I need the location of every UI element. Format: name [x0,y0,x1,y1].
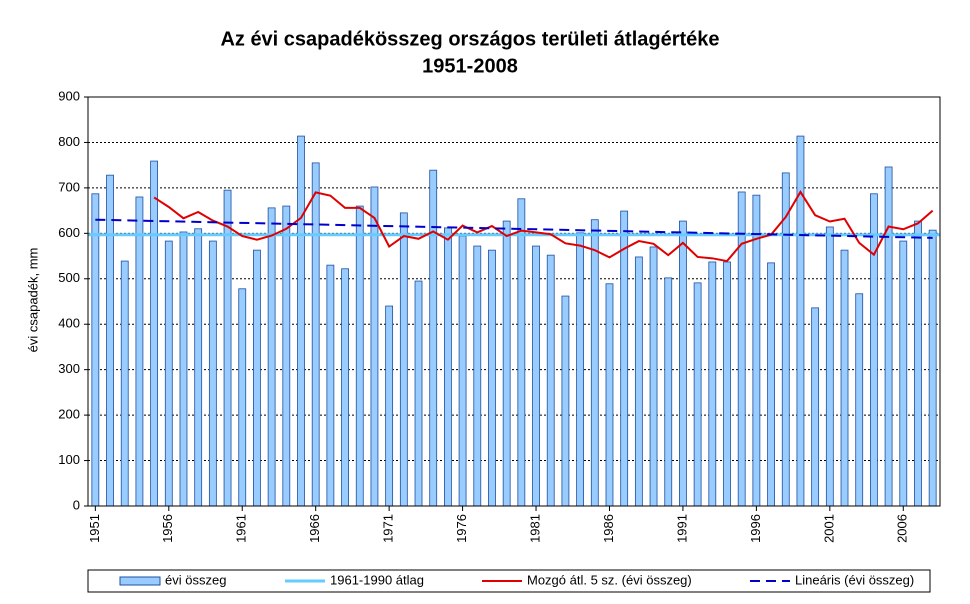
bar [311,162,320,507]
bar [708,261,717,507]
bar [840,249,849,507]
bar [414,280,423,507]
bar [576,232,585,507]
bar [605,283,614,507]
bar [546,254,555,507]
x-tick-label: 1986 [601,514,616,543]
bar [473,245,482,507]
x-tick-label: 1956 [160,514,175,543]
x-tick-label: 2006 [895,514,910,543]
y-tick-label: 0 [73,497,80,512]
x-tick-label: 1981 [527,514,542,543]
bar [899,240,908,507]
y-tick-label: 300 [58,361,80,376]
bar [502,220,511,507]
x-tick-label: 1961 [234,514,249,543]
bar [855,293,864,507]
bar [752,194,761,507]
y-tick-label: 700 [58,179,80,194]
moving-average-line [153,190,934,263]
bar [869,193,878,507]
legend-label: évi összeg [165,572,226,587]
bar [517,198,526,507]
y-axis-label: évi csapadék, mm [25,248,40,353]
bar [179,231,188,507]
bar [532,245,540,507]
bar [399,212,408,507]
y-tick-label: 100 [58,452,80,467]
legend-label: Mozgó átl. 5 sz. (évi összeg) [527,572,692,587]
chart-title: Az évi csapadékösszeg országos területi … [220,28,719,50]
chart-subtitle: 1951-2008 [422,55,518,77]
legend-swatch [119,576,161,586]
bar [488,249,496,507]
y-tick-label: 200 [58,407,80,422]
legend-label: Lineáris (évi összeg) [795,572,914,587]
bar [561,295,570,507]
bar [649,246,658,507]
x-tick-label: 1996 [748,514,763,543]
bar [223,189,232,507]
bar [781,172,790,507]
bar [326,264,335,507]
y-tick-label: 900 [58,88,80,103]
plot-border [87,96,941,507]
bar [253,249,261,507]
bar [385,305,394,507]
bar [297,135,305,507]
bar [884,166,893,507]
x-tick-label: 1971 [381,514,396,543]
x-tick-label: 1951 [87,514,102,543]
x-tick-label: 2001 [821,514,836,543]
bar [737,191,746,507]
bar [767,262,775,507]
bar [443,227,452,507]
trend-line [95,218,933,239]
bar [458,235,467,507]
y-tick-label: 500 [58,270,80,285]
bar [693,282,702,507]
y-tick-label: 600 [58,225,80,240]
bar [664,277,673,507]
bar [825,226,834,507]
bar [341,268,349,507]
x-tick-label: 1976 [454,514,469,543]
bar [91,193,100,507]
bar [355,205,364,507]
x-tick-label: 1966 [307,514,322,543]
bar [723,261,731,507]
bar [914,220,922,507]
bar [120,260,129,507]
bar [150,160,159,507]
bar [811,307,820,507]
bar [679,220,687,507]
bar [194,228,203,507]
bar [208,240,217,507]
bar [164,240,173,507]
y-tick-label: 400 [58,316,80,331]
y-tick-label: 800 [58,134,80,149]
bar [590,219,599,507]
bar [928,229,937,507]
legend-label: 1961-1990 átlag [330,572,424,587]
bar [135,196,144,507]
x-tick-label: 1991 [674,514,689,543]
bar [429,169,438,507]
bar [267,207,276,507]
bar [238,288,247,507]
bar [634,256,643,507]
bar [282,205,291,507]
bar [106,174,114,507]
bar [620,210,629,507]
